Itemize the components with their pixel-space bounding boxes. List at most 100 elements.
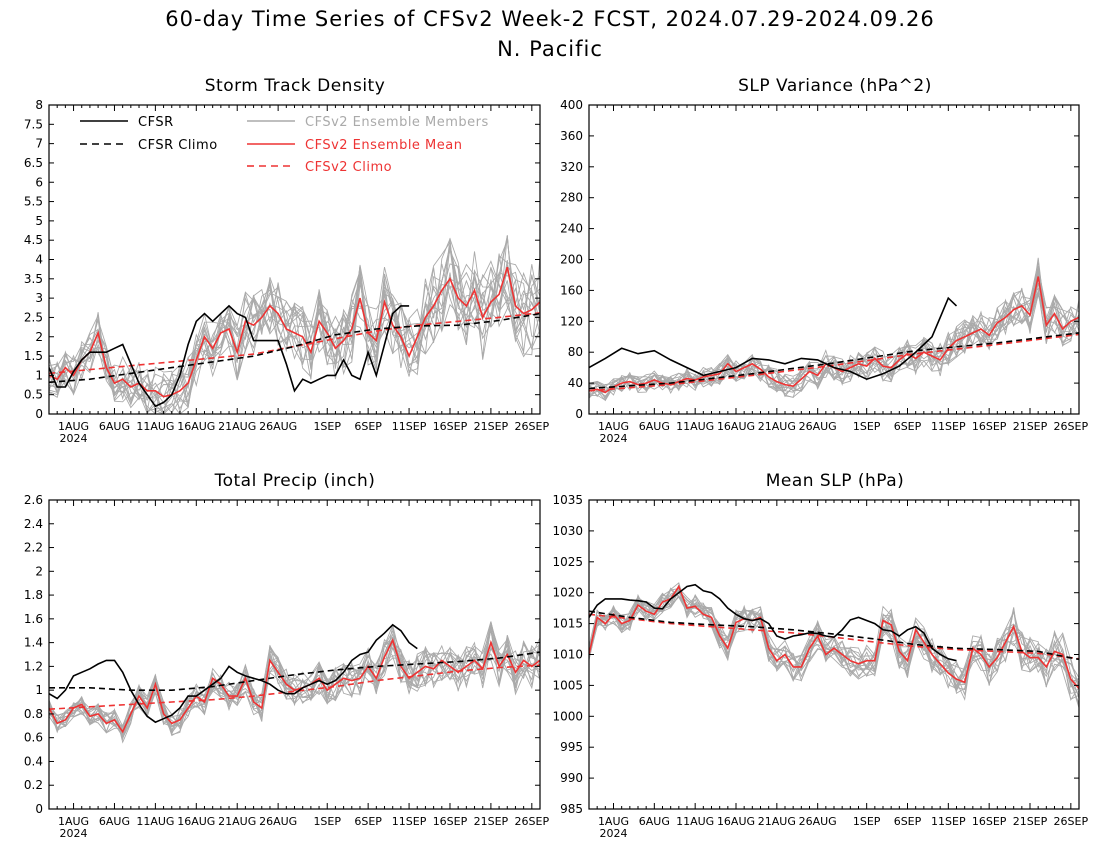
ensemble-member-line	[49, 629, 540, 736]
y-tick-label: 320	[560, 160, 583, 174]
ensemble-member-line	[49, 636, 540, 744]
x-tick-label: 21AUG	[758, 815, 796, 828]
y-tick-label: 0	[35, 407, 43, 421]
ensemble-member-line	[49, 254, 540, 409]
x-tick-label: 11AUG	[136, 815, 174, 828]
legend-label-cfsv2-climo: CFSv2 Climo	[305, 160, 392, 175]
y-tick-label: 1035	[552, 493, 583, 507]
y-tick-label: 1.8	[24, 588, 43, 602]
x-tick-label: 16AUG	[177, 420, 215, 433]
cfsv2-climo-line	[49, 664, 540, 710]
y-tick-label: 280	[560, 191, 583, 205]
x-tick-label: 26SEP	[515, 815, 550, 828]
y-tick-label: 4.5	[24, 233, 43, 247]
x-tick-label: 21SEP	[474, 420, 509, 433]
legend-label-members: CFSv2 Ensemble Members	[305, 115, 489, 130]
y-tick-label: 2.4	[24, 517, 43, 531]
x-tick-label: 16SEP	[972, 815, 1007, 828]
y-tick-label: 0.4	[24, 754, 43, 768]
y-tick-label: 1.6	[24, 612, 43, 626]
x-tick-label: 21SEP	[474, 815, 509, 828]
ensemble-member-line	[49, 249, 540, 414]
ensemble-member-line	[49, 248, 540, 400]
y-tick-label: 1.2	[24, 659, 43, 673]
x-tick-label: 26AUG	[259, 420, 297, 433]
ensemble-member-line	[49, 235, 540, 402]
y-tick-label: 2.6	[24, 493, 43, 507]
legend-label-ensemble-mean: CFSv2 Ensemble Mean	[305, 138, 462, 153]
y-tick-label: 7	[35, 137, 43, 151]
plot-area	[589, 257, 1079, 402]
y-tick-label: 4	[35, 253, 43, 267]
x-tick-label: 6AUG	[639, 815, 670, 828]
plot-frame	[48, 499, 541, 810]
x-year-label: 2024	[60, 827, 88, 840]
cfsr-line	[589, 583, 957, 662]
cfsr-line	[589, 296, 958, 381]
y-tick-label: 1005	[552, 678, 583, 692]
x-tick-label: 16SEP	[972, 420, 1007, 433]
x-tick-label: 6AUG	[99, 420, 130, 433]
y-tick-label: 0.6	[24, 731, 43, 745]
panel-title: Mean SLP (hPa)	[766, 471, 905, 491]
y-tick-label: 1020	[552, 586, 583, 600]
ensemble-member-line	[589, 588, 1079, 690]
ensemble-member-line	[589, 595, 1079, 691]
x-tick-label: 1AUG	[58, 420, 89, 433]
y-tick-label: 1025	[552, 555, 583, 569]
y-tick-label: 6.5	[24, 156, 43, 170]
y-tick-label: 1	[35, 683, 43, 697]
y-tick-label: 0.5	[24, 388, 43, 402]
y-tick-label: 3.5	[24, 272, 43, 286]
y-tick-label: 3	[35, 291, 43, 305]
x-tick-label: 16SEP	[433, 815, 468, 828]
panel-title: Storm Track Density	[205, 76, 386, 96]
y-tick-label: 2	[35, 564, 43, 578]
y-tick-label: 360	[560, 129, 583, 143]
legend-label-cfsr-climo: CFSR Climo	[138, 138, 218, 153]
x-tick-label: 6SEP	[894, 420, 922, 433]
y-tick-label: 1030	[552, 524, 583, 538]
y-tick-label: 0.2	[24, 778, 43, 792]
y-tick-label: 1.4	[24, 636, 43, 650]
x-tick-label: 26SEP	[515, 420, 550, 433]
x-tick-label: 11SEP	[392, 420, 427, 433]
panel-title: SLP Variance (hPa^2)	[738, 76, 932, 96]
x-tick-label: 26AUG	[799, 420, 837, 433]
x-tick-label: 6SEP	[894, 815, 922, 828]
x-tick-label: 21SEP	[1013, 420, 1048, 433]
ensemble-member-line	[589, 257, 1079, 399]
y-tick-label: 1	[35, 368, 43, 382]
x-tick-label: 1AUG	[598, 815, 629, 828]
ensemble-member-line	[49, 621, 540, 741]
x-tick-label: 11AUG	[676, 815, 714, 828]
y-tick-label: 8	[35, 98, 43, 112]
x-tick-label: 11AUG	[136, 420, 174, 433]
x-tick-label: 16AUG	[717, 420, 755, 433]
cfsv2-climo-line	[589, 613, 1079, 660]
x-year-label: 2024	[600, 432, 628, 445]
ensemble-member-line	[49, 636, 540, 738]
ensemble-member-line	[589, 589, 1079, 685]
x-tick-label: 16SEP	[433, 420, 468, 433]
panel-slp-variance: SLP Variance (hPa^2) 0 40 80 120 160 200 240 28…	[560, 76, 1088, 445]
y-tick-label: 1015	[552, 617, 583, 631]
x-tick-label: 21AUG	[218, 815, 256, 828]
ensemble-member-line	[589, 282, 1079, 401]
y-tick-label: 2.2	[24, 541, 43, 555]
x-year-label: 2024	[60, 432, 88, 445]
panel-total-precip: Total Precip (inch) 0 0.2 0.4 0.6 0.8 1 1.2 1.4…	[24, 471, 550, 840]
y-tick-label: 1010	[552, 648, 583, 662]
y-tick-label: 5.5	[24, 195, 43, 209]
x-tick-label: 11SEP	[931, 420, 966, 433]
x-tick-label: 26AUG	[259, 815, 297, 828]
plot-area	[589, 582, 1079, 709]
x-tick-label: 6SEP	[354, 815, 382, 828]
x-tick-label: 26AUG	[799, 815, 837, 828]
x-tick-label: 1SEP	[313, 815, 341, 828]
y-tick-label: 240	[560, 222, 583, 236]
y-tick-label: 80	[568, 345, 583, 359]
x-tick-label: 26SEP	[1054, 420, 1089, 433]
ensemble-member-line	[49, 640, 540, 731]
panel-storm-track-density: Storm Track Density 0 0.5 1 1.5 2 2.5 3 3.5 4 4.5…	[24, 76, 550, 445]
